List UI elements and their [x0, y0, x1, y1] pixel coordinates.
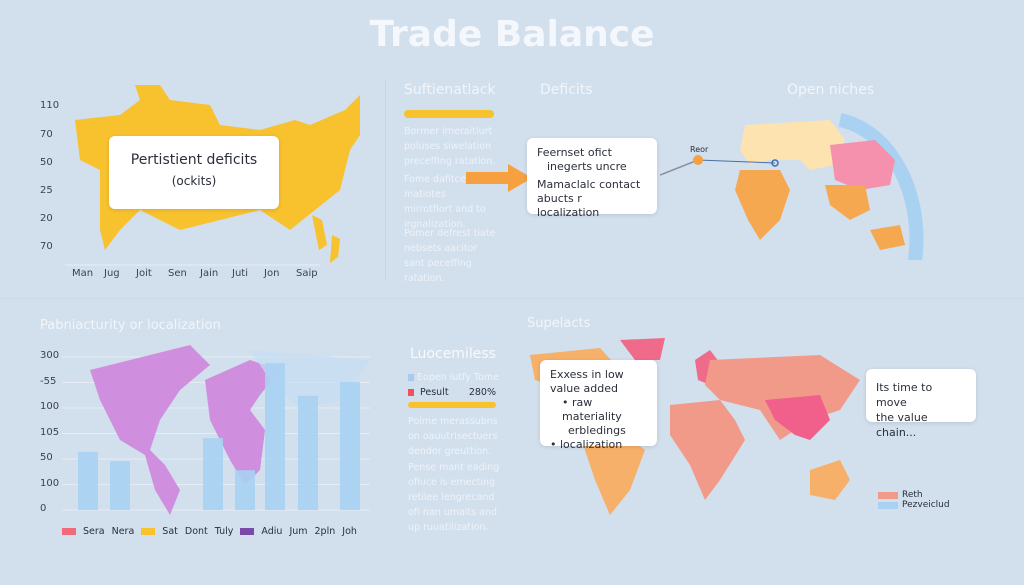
callout-line: Exxess in low — [550, 368, 624, 381]
legend-label: Adiu — [261, 526, 283, 537]
callout-line: • localization — [550, 438, 623, 451]
bar — [265, 363, 285, 510]
y-tick: -55 — [40, 375, 57, 387]
y-tick: 50 — [40, 157, 53, 168]
bar — [110, 461, 130, 510]
bullet: inegerts uncre — [547, 160, 627, 173]
paragraph: Pense mant eading ofiuce is emecting ret… — [408, 462, 500, 533]
x-tick: Jon — [264, 268, 280, 279]
x-tick: Juti — [232, 268, 248, 279]
legend-label: Joh — [342, 526, 357, 537]
callout-line: the value chain... — [876, 411, 928, 439]
divider — [385, 80, 386, 280]
x-axis: Man Jug Joit Sen Jain Juti Jon Saip — [72, 268, 328, 279]
y-tick: 100 — [40, 477, 60, 489]
open-niches-heading: Open niches — [787, 82, 875, 98]
callout-line: Its time to move — [876, 381, 933, 409]
y-tick: 110 — [40, 100, 60, 111]
legend-swatch — [408, 389, 414, 396]
y-tick: 0 — [40, 503, 47, 514]
progress-bar — [408, 402, 496, 408]
y-tick: 70 — [40, 241, 53, 252]
bar — [340, 381, 360, 510]
bar — [78, 451, 98, 510]
bullet: Mamaclalc contact — [537, 178, 641, 191]
bar-chart — [62, 345, 370, 515]
callout-line: value added — [550, 382, 618, 395]
paragraph: Fome dafitcer matiotes mirrotfiort and t… — [404, 174, 486, 230]
callout-line: • raw materiality — [562, 396, 622, 423]
legend-label: Tuly — [214, 526, 234, 537]
legend-label: Jum — [289, 526, 308, 537]
section-heading: Luocemiless — [410, 346, 496, 362]
page-title: Trade Balance — [369, 14, 655, 55]
paragraph: Poime merassubns on oauutrisectuers dend… — [408, 416, 498, 457]
legend-swatch — [141, 528, 156, 535]
legend-label: Pezveiclud — [902, 500, 950, 510]
deficits-callout-box: Feernset ofict inegerts uncre Mamaclalc … — [527, 138, 657, 219]
divider — [0, 298, 1024, 299]
bullet: Feernset ofict — [537, 146, 612, 159]
x-tick: Jain — [200, 268, 219, 279]
legend-label: Sera — [83, 526, 105, 537]
legend-item: Pesult 280% — [408, 387, 496, 398]
legend-label: Nera — [111, 526, 135, 537]
y-tick: 20 — [40, 213, 53, 224]
arrow-right-icon — [466, 164, 532, 192]
deficits-heading: Deficits — [540, 82, 593, 98]
marker-dot — [693, 155, 703, 165]
x-tick: Saip — [296, 268, 318, 279]
legend-label: Sat — [162, 526, 178, 537]
legend-swatch — [240, 528, 255, 535]
surplus-left-callout: Exxess in low value added • raw material… — [540, 360, 657, 451]
x-tick: Sen — [168, 268, 187, 279]
y-tick: 105 — [40, 426, 60, 438]
marker-label: Reor — [690, 145, 709, 154]
paragraph: Bormer imeraitlurt poluses siwelation pr… — [404, 126, 496, 167]
y-tick: 70 — [40, 129, 53, 140]
bar — [298, 395, 318, 510]
callout-title: Pertistient deficits — [130, 152, 258, 168]
y-axis: 110 70 50 25 20 70 — [40, 100, 70, 260]
surplus-right-callout: Its time to move the value chain... — [866, 369, 976, 439]
section-heading: Pabniacturity or localization — [40, 318, 221, 333]
deficits-callout: Pertistient deficits (ockits) — [109, 136, 279, 209]
island-shape — [312, 215, 340, 263]
y-tick: 300 — [40, 350, 60, 361]
legend: Sera Nera Sat Dont Tuly Adiu Jum 2pln Jo… — [62, 526, 357, 537]
legend-swatch — [878, 491, 898, 499]
surplus-heading: Supelacts — [527, 316, 591, 331]
legend-label: 2pln — [314, 526, 336, 537]
bar — [235, 470, 255, 510]
bar — [203, 438, 223, 510]
y-tick: 25 — [40, 185, 53, 196]
x-tick: Jug — [104, 268, 120, 279]
legend-item: Eopen lutfy Tome — [408, 370, 499, 385]
paragraph: Pomer defrest tiate nebsets aacitor sant… — [404, 228, 496, 284]
x-tick: Man — [72, 268, 94, 279]
open-niches-map — [660, 113, 924, 260]
y-tick: 100 — [40, 401, 60, 412]
legend-value: 280% — [468, 387, 496, 398]
callout-line: erbledings — [568, 424, 626, 437]
y-axis: 300 -55 100 105 50 100 0 — [40, 350, 64, 520]
bullet: abucts r localization — [537, 192, 600, 219]
surplus-legend: Reth Pezveiclud — [878, 490, 950, 510]
callout-subtitle: (ockits) — [171, 174, 217, 188]
legend-label: Pesult — [420, 387, 449, 398]
yellow-bar — [404, 110, 494, 118]
legend-swatch — [408, 374, 414, 381]
legend-label: Dont — [184, 526, 208, 537]
y-tick: 50 — [40, 452, 53, 463]
legend-label: Eopen lutfy Tome — [417, 372, 500, 383]
legend-label: Reth — [902, 490, 923, 500]
section-heading: Suftienatlack — [404, 82, 496, 98]
legend-swatch — [878, 501, 898, 509]
legend-swatch — [62, 528, 76, 535]
x-tick: Joit — [136, 268, 152, 279]
